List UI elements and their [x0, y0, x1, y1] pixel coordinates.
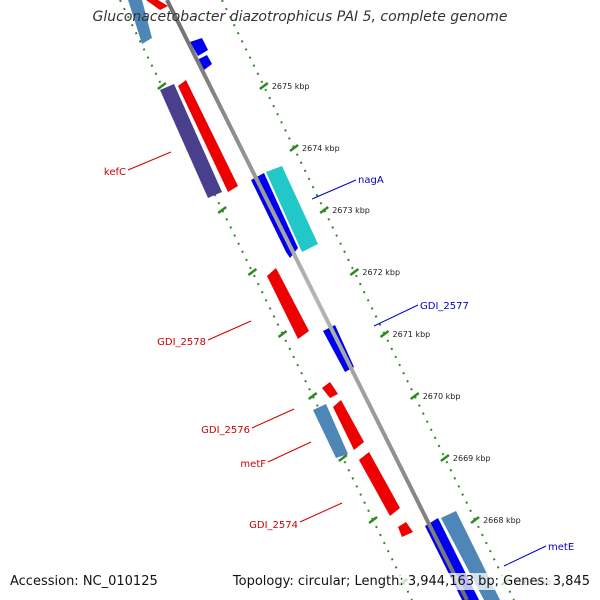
tick-label: 2673 kbp — [332, 206, 370, 215]
major-tick-outer — [259, 82, 269, 90]
major-tick-inner — [338, 454, 348, 462]
tick-label: 2671 kbp — [393, 330, 431, 339]
tick-label: 2669 kbp — [453, 454, 491, 463]
gene-label-nagA: nagA — [358, 175, 384, 186]
leader-kefC — [127, 151, 172, 171]
outer-tick-track — [221, 0, 515, 600]
tick-label: 2675 kbp — [272, 82, 310, 91]
gene-label-metF: metF — [240, 459, 266, 470]
major-tick-inner — [217, 206, 227, 214]
tick-label: 2670 kbp — [423, 392, 461, 401]
gene-label-metE: metE — [548, 542, 574, 553]
major-tick-outer — [379, 330, 390, 338]
gene-label-GDI_2577: GDI_2577 — [420, 301, 469, 312]
gene-top-left-red — [146, 0, 168, 10]
inner-tick-track — [119, 0, 413, 600]
major-tick-outer — [319, 206, 329, 214]
gene-nagA-cyan — [266, 166, 318, 252]
major-tick-inner — [247, 268, 258, 276]
leader-metF — [267, 441, 312, 463]
accession-text: Accession: NC_010125 — [8, 573, 160, 590]
gene-top-left-steel — [128, 0, 152, 44]
tick-label: 2672 kbp — [362, 268, 400, 277]
gene-GDI_2576-red — [333, 400, 364, 450]
leader-GDI_2578 — [207, 320, 252, 341]
major-tick-outer — [409, 392, 420, 400]
gene-label-GDI_2574: GDI_2574 — [249, 520, 298, 531]
gene-features — [128, 0, 500, 600]
major-tick-outer — [470, 516, 480, 524]
gene-GDI_2576-steel — [313, 404, 348, 458]
tick-label: 2674 kbp — [302, 144, 340, 153]
gene-GDI_2578 — [267, 268, 309, 339]
gene-small-blue-1 — [190, 38, 208, 56]
major-tick-outer — [289, 144, 299, 152]
major-tick-outer — [440, 454, 450, 462]
major-tick-inner — [368, 516, 378, 524]
tick-labels: 2675 kbp 2674 kbp 2673 kbp 2672 kbp 2671 kbp… — [272, 82, 551, 587]
leader-nagA — [311, 179, 357, 200]
map-title: Gluconacetobacter diazotrophicus PAI 5, … — [92, 9, 508, 25]
genome-backbone — [165, 0, 469, 600]
gene-label-GDI_2576: GDI_2576 — [201, 425, 250, 436]
gene-label-kefC: kefC — [104, 167, 126, 178]
gene-GDI_2574 — [359, 452, 400, 516]
genome-info-text: Topology: circular; Length: 3,944,163 bp… — [230, 573, 592, 590]
major-tick-inner — [307, 392, 318, 400]
leader-metE — [503, 545, 547, 567]
major-tick-outer — [349, 268, 360, 276]
gene-small-red — [322, 382, 338, 398]
major-tick-inner — [277, 330, 288, 338]
leader-GDI_2577 — [373, 304, 419, 327]
gene-label-GDI_2578: GDI_2578 — [157, 337, 206, 348]
gene-small-blue-2 — [197, 55, 212, 70]
leader-GDI_2576 — [251, 408, 295, 429]
gene-kefC-dark — [160, 84, 222, 198]
tick-label: 2668 kbp — [483, 516, 521, 525]
leader-GDI_2574 — [299, 502, 343, 523]
gene-labels: kefC nagA GDI_2577 GDI_2578 GDI_2576 met… — [104, 151, 574, 567]
major-tick-inner — [157, 82, 167, 90]
gene-tiny-red — [398, 522, 413, 537]
gene-kefC-red — [178, 80, 238, 192]
